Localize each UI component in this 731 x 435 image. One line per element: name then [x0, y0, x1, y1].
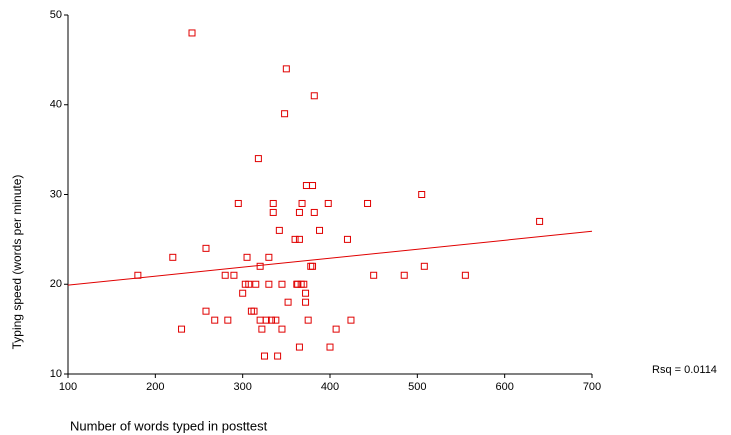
rsq-annotation: Rsq = 0.0114 [652, 364, 717, 376]
data-point [303, 299, 309, 305]
data-point [203, 308, 209, 314]
data-point [225, 317, 231, 323]
x-tick-label: 400 [321, 381, 339, 393]
data-point [244, 254, 250, 260]
data-point [203, 245, 209, 251]
data-point [189, 30, 195, 36]
data-point [170, 254, 176, 260]
fit-line [68, 231, 592, 285]
data-point [421, 263, 427, 269]
x-tick-label: 500 [408, 381, 426, 393]
data-point [212, 317, 218, 323]
x-tick-label: 600 [495, 381, 513, 393]
data-point [537, 218, 543, 224]
data-point [257, 317, 263, 323]
data-point [279, 326, 285, 332]
x-axis-label: Number of words typed in posttest [70, 418, 268, 433]
data-point [303, 290, 309, 296]
data-point [282, 111, 288, 117]
data-point [348, 317, 354, 323]
chart: Number of words typed in posttest Typing… [0, 0, 731, 435]
data-point [240, 290, 246, 296]
data-point [275, 353, 281, 359]
data-point [401, 272, 407, 278]
data-point [333, 326, 339, 332]
y-tick-label: 30 [50, 188, 62, 200]
data-point [257, 263, 263, 269]
y-tick-label: 40 [50, 99, 62, 111]
data-point [317, 227, 323, 233]
data-point [285, 299, 291, 305]
data-point [310, 183, 316, 189]
data-point [308, 263, 314, 269]
data-point [255, 156, 261, 162]
data-point [419, 192, 425, 198]
data-point [365, 200, 371, 206]
y-tick-label: 10 [50, 368, 62, 380]
y-tick-label: 20 [50, 278, 62, 290]
data-point [266, 254, 272, 260]
data-point [327, 344, 333, 350]
data-point [305, 317, 311, 323]
data-point [371, 272, 377, 278]
y-axis-label: Typing speed (words per minute) [10, 175, 24, 350]
y-tick-label: 50 [50, 9, 62, 21]
data-point [296, 344, 302, 350]
data-point [462, 272, 468, 278]
data-point [344, 236, 350, 242]
data-point [299, 200, 305, 206]
data-point [283, 66, 289, 72]
data-point [325, 200, 331, 206]
data-point [310, 263, 316, 269]
data-point [270, 209, 276, 215]
data-point [296, 209, 302, 215]
data-point [253, 281, 259, 287]
data-point [303, 183, 309, 189]
data-point [311, 93, 317, 99]
data-point [259, 326, 265, 332]
data-point [311, 209, 317, 215]
data-point [231, 272, 237, 278]
data-point [262, 353, 268, 359]
x-tick-label: 100 [59, 381, 77, 393]
data-point [292, 236, 298, 242]
data-point [179, 326, 185, 332]
data-point [270, 200, 276, 206]
x-tick-label: 200 [146, 381, 164, 393]
data-point [279, 281, 285, 287]
x-tick-label: 700 [583, 381, 601, 393]
data-point [222, 272, 228, 278]
data-point [296, 236, 302, 242]
data-point [266, 281, 272, 287]
data-point [235, 200, 241, 206]
x-tick-label: 300 [233, 381, 251, 393]
data-point [276, 227, 282, 233]
data-point [273, 317, 279, 323]
